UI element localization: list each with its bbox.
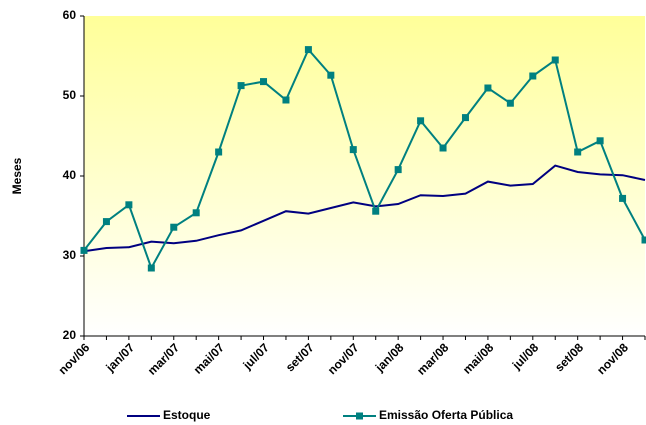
- legend-marker: [356, 412, 363, 420]
- marker: [506, 99, 514, 107]
- marker: [529, 72, 537, 80]
- x-tick-label: nov/08: [594, 340, 631, 377]
- marker: [215, 148, 223, 156]
- marker: [417, 117, 425, 125]
- marker: [641, 236, 646, 244]
- x-tick-label: jan/08: [372, 340, 407, 375]
- y-tick-label: 60: [63, 8, 77, 22]
- y-tick-label: 50: [63, 88, 77, 102]
- y-tick-label: 20: [63, 328, 77, 342]
- marker: [170, 223, 178, 231]
- legend-label: Estoque: [163, 408, 211, 422]
- marker: [327, 71, 335, 79]
- y-tick-label: 40: [63, 168, 77, 182]
- marker: [619, 194, 627, 202]
- marker: [80, 246, 88, 254]
- marker: [304, 46, 312, 54]
- x-tick-label: mai/07: [191, 340, 228, 377]
- x-tick-label: jul/07: [240, 340, 273, 373]
- marker: [484, 84, 492, 92]
- y-tick-label: 30: [63, 248, 77, 262]
- marker: [394, 166, 402, 174]
- x-tick-label: mar/08: [414, 340, 451, 377]
- marker: [596, 137, 604, 145]
- marker: [147, 264, 155, 272]
- marker: [260, 78, 268, 86]
- marker: [237, 82, 245, 90]
- marker: [461, 114, 469, 122]
- x-tick-label: set/08: [552, 340, 586, 374]
- marker: [192, 209, 200, 217]
- series-line: [83, 47, 646, 271]
- legend-label: Emissão Oferta Pública: [379, 408, 513, 422]
- marker: [102, 218, 110, 226]
- marker: [282, 96, 290, 104]
- marker: [439, 144, 447, 152]
- x-tick-label: nov/06: [56, 340, 93, 377]
- x-tick-label: jan/07: [103, 340, 138, 375]
- series-line: [83, 164, 646, 253]
- x-tick-label: mai/08: [460, 340, 497, 377]
- marker: [372, 207, 380, 215]
- marker: [574, 148, 582, 156]
- marker: [125, 201, 133, 209]
- x-tick-label: jul/08: [509, 340, 542, 373]
- x-tick-label: nov/07: [325, 340, 362, 377]
- plot-area: [84, 16, 645, 336]
- marker: [551, 56, 559, 64]
- x-tick-label: mar/07: [145, 340, 182, 377]
- x-tick-label: set/07: [283, 340, 317, 374]
- marker: [349, 146, 357, 154]
- y-axis-label: Meses: [10, 157, 24, 194]
